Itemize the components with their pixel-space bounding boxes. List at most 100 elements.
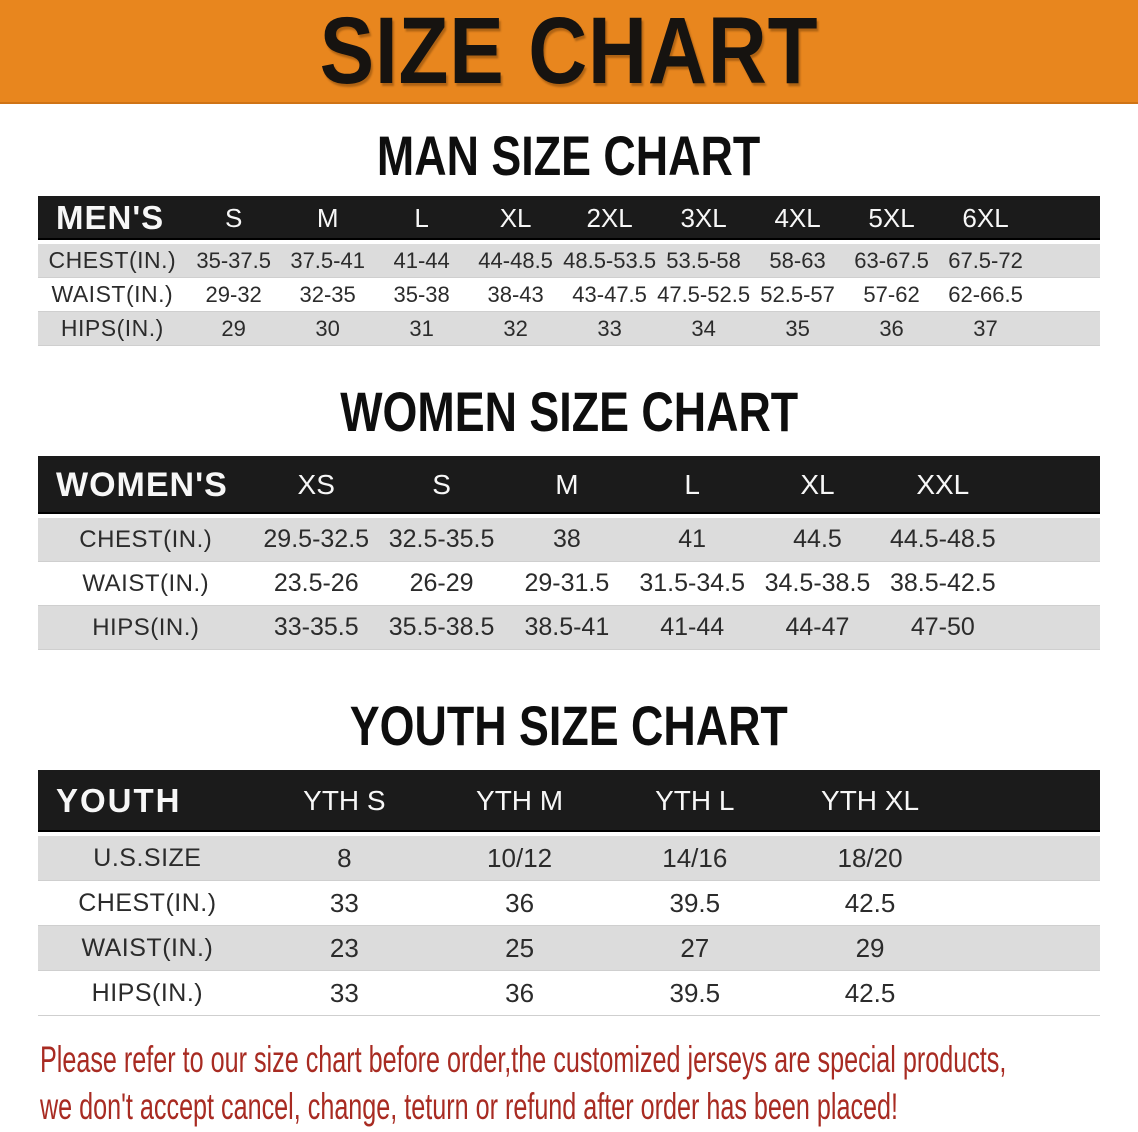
row-label: CHEST(IN.): [38, 244, 187, 278]
value-cell: 39.5: [607, 881, 783, 926]
row-label: WAIST(IN.): [38, 562, 254, 606]
disclaimer-line-2: we don't accept cancel, change, teturn o…: [40, 1086, 899, 1127]
youth-size-table: YOUTH YTH S YTH M YTH L YTH XL U.S.SIZE …: [38, 770, 1100, 1016]
value-cell: 29.5-32.5: [253, 518, 379, 562]
value-cell: 57-62: [844, 278, 939, 312]
banner: SIZE CHART: [0, 0, 1138, 104]
value-cell: 42.5: [782, 881, 958, 926]
value-cell: 52.5-57: [750, 278, 845, 312]
value-cell: 33: [256, 881, 432, 926]
disclaimer-note: Please refer to our size chart before or…: [40, 1036, 1138, 1130]
value-cell: 31.5-34.5: [629, 562, 755, 606]
value-cell: 38.5-42.5: [880, 562, 1006, 606]
men-header-row: MEN'S S M L XL 2XL 3XL 4XL 5XL 6XL: [38, 196, 1100, 244]
spacer-cell: [1005, 606, 1100, 650]
youth-header-row: YOUTH YTH S YTH M YTH L YTH XL: [38, 770, 1100, 836]
value-cell: 37.5-41: [280, 244, 375, 278]
value-cell: 34: [656, 312, 751, 346]
spacer-cell: [957, 971, 1100, 1016]
row-label: WAIST(IN.): [38, 278, 187, 312]
spacer-cell: [957, 836, 1100, 881]
women-heading-text: WOMEN SIZE CHART: [340, 380, 798, 443]
value-cell: 29: [782, 926, 958, 971]
row-label: CHEST(IN.): [38, 881, 257, 926]
row-label: HIPS(IN.): [38, 312, 187, 346]
column-header: M: [280, 196, 375, 244]
value-cell: 29-32: [186, 278, 281, 312]
column-header: 6XL: [938, 196, 1033, 244]
banner-title: SIZE CHART: [319, 0, 819, 104]
men-size-table: MEN'S S M L XL 2XL 3XL 4XL 5XL 6XL CHEST…: [38, 196, 1100, 346]
value-cell: 23: [256, 926, 432, 971]
value-cell: 38-43: [468, 278, 563, 312]
value-cell: 41: [629, 518, 755, 562]
youth-ussize-row: U.S.SIZE 8 10/12 14/16 18/20: [38, 836, 1100, 881]
value-cell: 25: [431, 926, 608, 971]
column-header: XS: [253, 456, 379, 518]
row-label: HIPS(IN.): [38, 971, 257, 1016]
youth-group-label: YOUTH: [38, 770, 257, 836]
youth-heading-text: YOUTH SIZE CHART: [349, 694, 789, 757]
value-cell: 33: [562, 312, 657, 346]
column-header: S: [186, 196, 281, 244]
column-header: 5XL: [844, 196, 939, 244]
men-section: MAN SIZE CHART MEN'S S M L XL 2XL 3XL 4X…: [0, 126, 1138, 346]
column-header: YTH S: [256, 770, 432, 836]
women-waist-row: WAIST(IN.) 23.5-26 26-29 29-31.5 31.5-34…: [38, 562, 1100, 606]
column-header: L: [374, 196, 469, 244]
value-cell: 37: [938, 312, 1033, 346]
value-cell: 33-35.5: [253, 606, 379, 650]
value-cell: 43-47.5: [562, 278, 657, 312]
men-heading: MAN SIZE CHART: [0, 126, 1138, 186]
value-cell: 42.5: [782, 971, 958, 1016]
row-label: WAIST(IN.): [38, 926, 257, 971]
women-hips-row: HIPS(IN.) 33-35.5 35.5-38.5 38.5-41 41-4…: [38, 606, 1100, 650]
value-cell: 39.5: [607, 971, 783, 1016]
value-cell: 18/20: [782, 836, 958, 881]
value-cell: 32: [468, 312, 563, 346]
column-header: 3XL: [656, 196, 751, 244]
row-label: U.S.SIZE: [38, 836, 257, 881]
spacer-cell: [1032, 196, 1100, 244]
youth-section: YOUTH SIZE CHART YOUTH YTH S YTH M YTH L…: [0, 696, 1138, 1016]
value-cell: 63-67.5: [844, 244, 939, 278]
value-cell: 35.5-38.5: [378, 606, 505, 650]
value-cell: 36: [844, 312, 939, 346]
men-waist-row: WAIST(IN.) 29-32 32-35 35-38 38-43 43-47…: [38, 278, 1100, 312]
men-group-label: MEN'S: [38, 196, 187, 244]
value-cell: 41-44: [374, 244, 469, 278]
value-cell: 35-37.5: [186, 244, 281, 278]
value-cell: 48.5-53.5: [562, 244, 657, 278]
value-cell: 14/16: [607, 836, 783, 881]
value-cell: 8: [256, 836, 432, 881]
value-cell: 62-66.5: [938, 278, 1033, 312]
row-label: HIPS(IN.): [38, 606, 254, 650]
spacer-cell: [1032, 312, 1100, 346]
column-header: S: [378, 456, 505, 518]
value-cell: 38.5-41: [504, 606, 630, 650]
value-cell: 10/12: [431, 836, 608, 881]
value-cell: 23.5-26: [253, 562, 379, 606]
youth-heading: YOUTH SIZE CHART: [0, 696, 1138, 756]
value-cell: 47-50: [880, 606, 1006, 650]
women-group-label: WOMEN'S: [38, 456, 254, 518]
value-cell: 38: [504, 518, 630, 562]
column-header: YTH M: [431, 770, 608, 836]
value-cell: 44-48.5: [468, 244, 563, 278]
youth-hips-row: HIPS(IN.) 33 36 39.5 42.5: [38, 971, 1100, 1016]
value-cell: 58-63: [750, 244, 845, 278]
youth-chest-row: CHEST(IN.) 33 36 39.5 42.5: [38, 881, 1100, 926]
value-cell: 29: [186, 312, 281, 346]
value-cell: 44-47: [754, 606, 881, 650]
value-cell: 35: [750, 312, 845, 346]
column-header: YTH L: [607, 770, 783, 836]
value-cell: 53.5-58: [656, 244, 751, 278]
spacer-cell: [1005, 456, 1100, 518]
value-cell: 35-38: [374, 278, 469, 312]
column-header: XXL: [880, 456, 1006, 518]
value-cell: 44.5: [754, 518, 881, 562]
column-header: L: [629, 456, 755, 518]
value-cell: 27: [607, 926, 783, 971]
value-cell: 36: [431, 881, 608, 926]
